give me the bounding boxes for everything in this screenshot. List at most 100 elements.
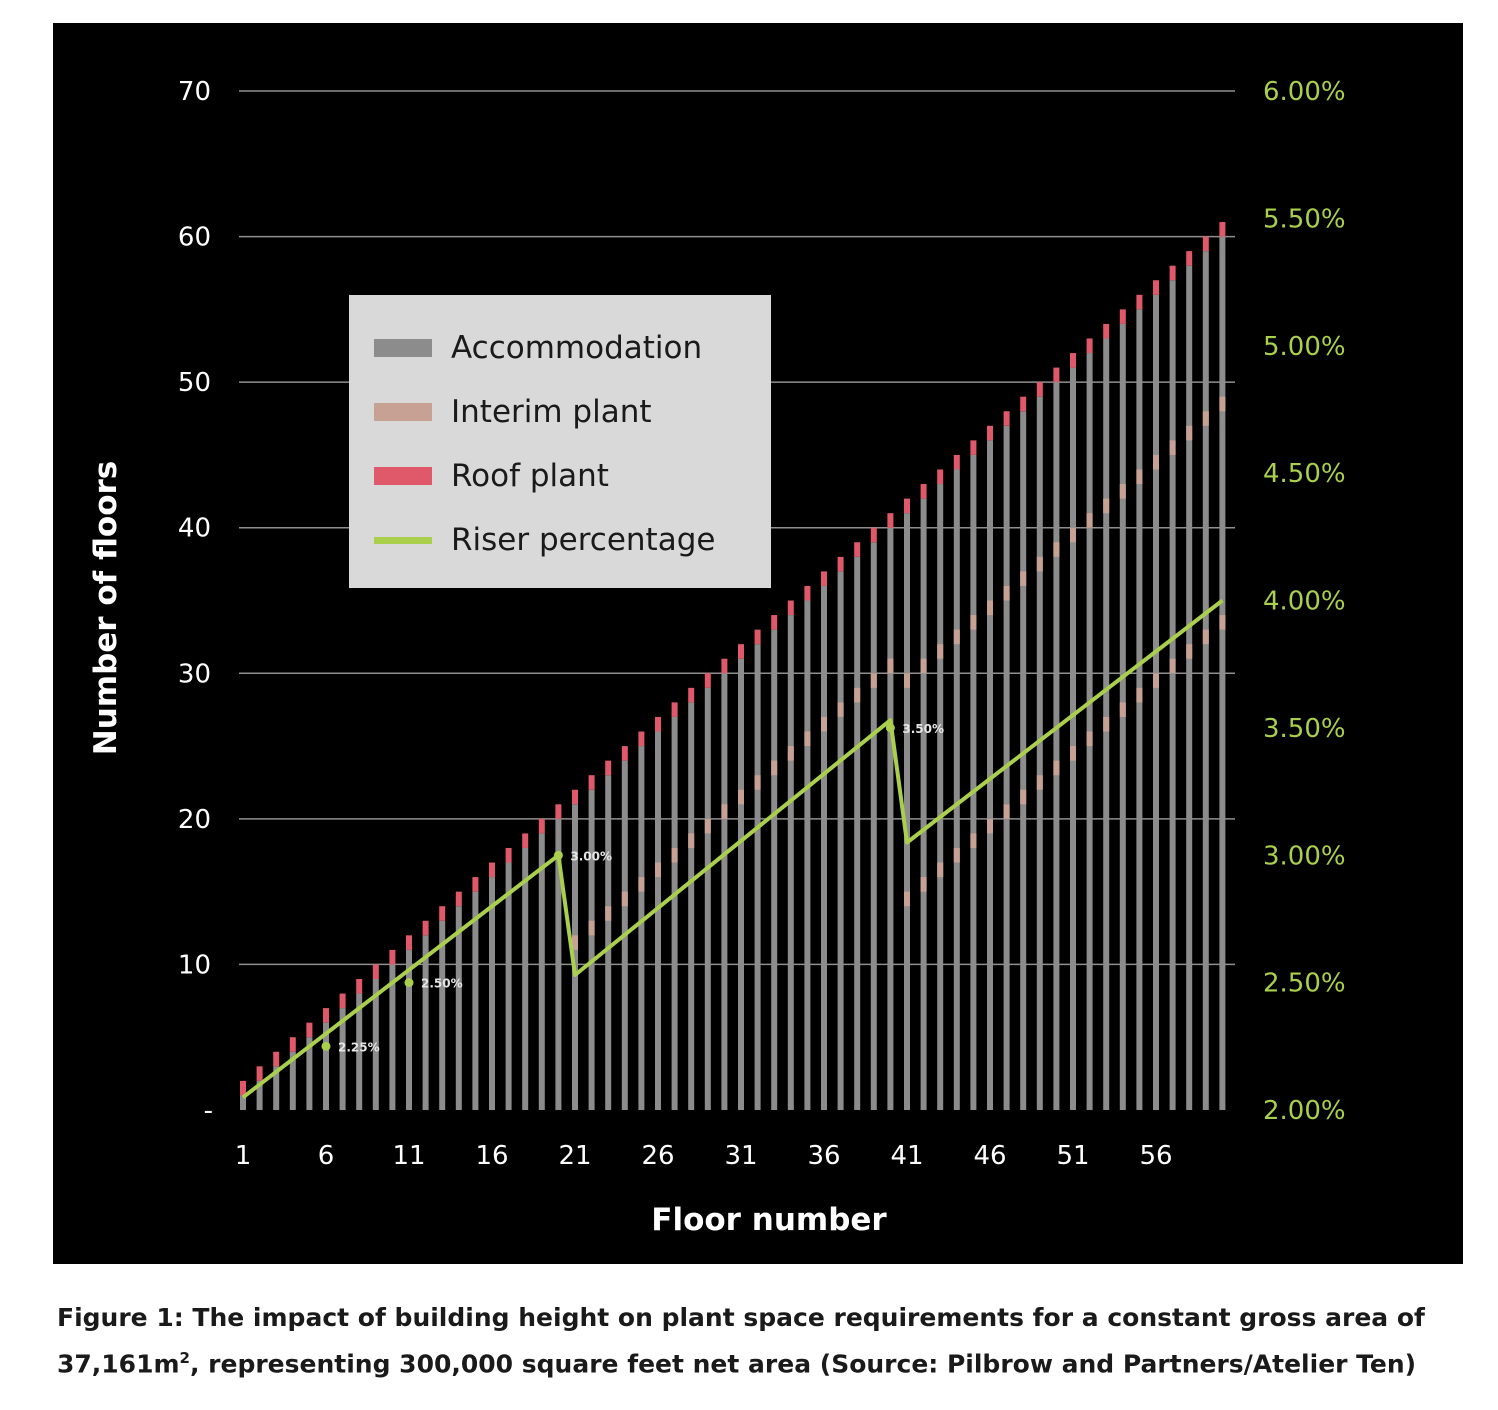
bar-roof-plant (1086, 338, 1093, 354)
bar-accommodation (671, 716, 678, 1110)
bar-accommodation (372, 978, 379, 1110)
bar-interim-plant (920, 877, 927, 892)
bar-interim-plant (1202, 411, 1209, 426)
bar-roof-plant (704, 673, 711, 688)
y-tick-label: 50 (178, 368, 211, 398)
bar-roof-plant (738, 644, 744, 659)
bar-interim-plant (1003, 804, 1010, 819)
bar-interim-plant (837, 702, 844, 717)
caption-superscript: 2 (179, 1349, 190, 1367)
bar-accommodation (289, 1051, 296, 1110)
x-tick-label: 26 (641, 1141, 674, 1171)
bar-roof-plant (273, 1051, 280, 1067)
bar-accommodation (738, 658, 744, 1110)
bar-accommodation (937, 484, 944, 1110)
bar-accommodation (306, 1037, 313, 1110)
bar-interim-plant (804, 731, 811, 747)
bar-accommodation (920, 498, 927, 1111)
bar-interim-plant (1202, 629, 1209, 645)
bar-roof-plant (638, 731, 645, 747)
bar-interim-plant (920, 658, 927, 674)
bar-roof-plant (887, 513, 894, 528)
bar-interim-plant (1036, 775, 1043, 790)
bar-accommodation (953, 469, 960, 1110)
caption-line-2-suffix: , representing 300,000 square feet net a… (189, 1349, 1417, 1379)
x-tick-label: 1 (235, 1141, 252, 1171)
bar-roof-plant (372, 964, 379, 979)
x-tick-label: 6 (318, 1141, 335, 1171)
bar-interim-plant (937, 644, 944, 659)
bar-interim-plant (987, 818, 993, 834)
x-tick-label: 21 (558, 1141, 591, 1171)
bar-interim-plant (704, 818, 711, 834)
bar-accommodation (1053, 382, 1060, 1111)
y-tick-label: 70 (178, 77, 211, 107)
annotation-label: 2.50% (421, 977, 463, 991)
bar-roof-plant (1020, 396, 1027, 412)
bar-accommodation (339, 1008, 346, 1110)
bar-roof-plant (538, 818, 545, 834)
bar-roof-plant (588, 775, 595, 790)
bar-interim-plant (588, 920, 595, 936)
bar-accommodation (1036, 396, 1043, 1110)
x-tick-label: 51 (1056, 1141, 1089, 1171)
x-tick-label: 11 (392, 1141, 425, 1171)
bar-roof-plant (306, 1022, 313, 1038)
x-tick-label: 36 (807, 1141, 840, 1171)
y-tick-label: 30 (178, 659, 211, 689)
bar-accommodation (1153, 294, 1159, 1110)
bar-roof-plant (505, 847, 512, 863)
bar-interim-plant (1169, 440, 1176, 455)
bar-roof-plant (854, 542, 861, 557)
bar-roof-plant (787, 600, 794, 616)
bar-accommodation (538, 833, 545, 1110)
y2-tick-label: 4.50% (1263, 459, 1346, 489)
bar-accommodation (638, 746, 645, 1110)
bar-accommodation (555, 818, 562, 1110)
bar-accommodation (1136, 309, 1143, 1110)
bar-interim-plant (738, 789, 744, 805)
bar-accommodation (821, 585, 827, 1110)
y2-tick-label: 3.00% (1263, 841, 1346, 871)
bar-interim-plant (821, 716, 827, 732)
bar-interim-plant (1086, 513, 1093, 528)
bar-interim-plant (937, 862, 944, 878)
bar-accommodation (240, 1095, 246, 1110)
bar-accommodation (406, 949, 412, 1110)
bar-accommodation (904, 513, 910, 1110)
y2-tick-label: 5.00% (1263, 332, 1346, 362)
bar-roof-plant (754, 629, 761, 645)
bar-interim-plant (970, 833, 977, 848)
bar-interim-plant (787, 746, 794, 761)
y2-tick-label: 2.50% (1263, 969, 1346, 999)
bar-interim-plant (870, 673, 877, 688)
bar-interim-plant (854, 687, 861, 703)
bar-roof-plant (904, 498, 910, 514)
bar-interim-plant (987, 600, 993, 616)
bar-roof-plant (256, 1066, 263, 1081)
x-tick-label: 56 (1139, 1141, 1172, 1171)
bar-roof-plant (422, 920, 429, 936)
bar-interim-plant (1219, 396, 1226, 412)
bar-accommodation (754, 644, 761, 1110)
bars (240, 222, 1226, 1111)
bar-accommodation (987, 440, 993, 1110)
bar-roof-plant (671, 702, 678, 717)
bar-roof-plant (455, 891, 462, 907)
y2-tick-label: 3.50% (1263, 714, 1346, 744)
y-tick-label: 20 (178, 805, 211, 835)
bar-accommodation (887, 527, 894, 1110)
legend-swatch (374, 467, 432, 485)
bar-roof-plant (937, 469, 944, 485)
bar-accommodation (1186, 265, 1193, 1110)
caption-line-2-prefix: 37,161m (57, 1349, 180, 1379)
bar-interim-plant (1153, 454, 1159, 470)
legend-label: Riser percentage (451, 522, 716, 558)
bar-accommodation (505, 862, 512, 1110)
y-tick-label: 40 (178, 514, 211, 544)
x-axis-title: Floor number (651, 1202, 887, 1238)
bar-roof-plant (1103, 323, 1110, 339)
bar-interim-plant (721, 804, 728, 819)
bar-accommodation (1202, 251, 1209, 1111)
bar-roof-plant (323, 1008, 329, 1023)
